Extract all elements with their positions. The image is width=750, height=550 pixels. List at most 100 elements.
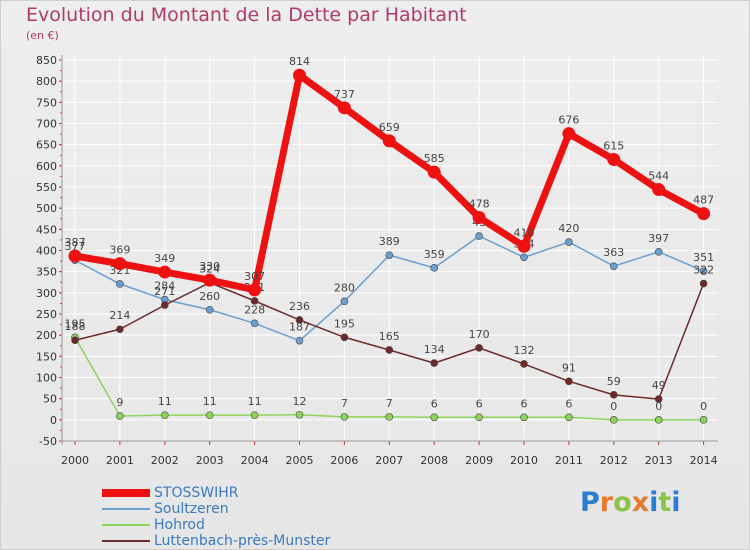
data-point xyxy=(607,152,621,166)
series-luttenbach-pr-s-munster: 1882142713242812361951651341701329159493… xyxy=(65,263,714,403)
data-label: 195 xyxy=(65,317,86,330)
data-point xyxy=(609,262,618,270)
legend-label-luttenbach: Luttenbach-près-Munster xyxy=(154,533,331,549)
data-label: 324 xyxy=(199,263,220,276)
y-tick-label: 700 xyxy=(36,118,57,131)
data-point xyxy=(295,410,304,419)
data-point xyxy=(699,267,708,276)
legend-swatch-stosswihr xyxy=(102,489,150,497)
data-point xyxy=(250,411,259,419)
proxiti-logo: Proxiti xyxy=(580,487,681,518)
x-tick-label: 2012 xyxy=(600,454,628,467)
data-point xyxy=(699,416,708,424)
data-point xyxy=(520,360,528,368)
y-tick-label: 500 xyxy=(36,202,57,215)
x-tick-label: 2008 xyxy=(420,454,448,467)
x-tick-label: 2005 xyxy=(286,454,314,467)
logo-letter: i xyxy=(649,487,659,518)
data-point xyxy=(475,232,483,240)
logo-letter: P xyxy=(580,487,600,518)
data-point xyxy=(517,239,531,253)
data-label: 351 xyxy=(693,251,714,264)
data-point xyxy=(116,325,124,334)
data-label: 11 xyxy=(203,395,217,408)
chart-title: Evolution du Montant de la Dette par Hab… xyxy=(26,4,467,26)
legend-label-stosswihr: STOSSWIHR xyxy=(154,485,239,501)
data-point xyxy=(385,346,394,354)
y-tick-label: 250 xyxy=(36,308,57,321)
data-point xyxy=(158,265,172,279)
y-tick-label: 850 xyxy=(36,54,57,67)
data-label: 170 xyxy=(469,328,490,341)
data-point xyxy=(475,413,483,422)
grid-lines xyxy=(62,55,718,442)
data-label: 236 xyxy=(289,300,310,313)
data-point xyxy=(427,165,441,179)
x-tick-label: 2004 xyxy=(241,454,269,467)
data-label: 214 xyxy=(109,309,130,322)
data-point xyxy=(699,279,708,288)
data-point xyxy=(337,101,351,115)
x-tick-label: 2009 xyxy=(465,454,493,467)
data-label: 676 xyxy=(558,114,579,127)
legend-swatch-soultzeren xyxy=(102,508,150,510)
data-label: 284 xyxy=(154,280,175,293)
data-point xyxy=(654,395,663,403)
x-tick-label: 2006 xyxy=(330,454,358,467)
data-label: 369 xyxy=(109,244,130,257)
data-point xyxy=(113,257,127,271)
x-tick-label: 2013 xyxy=(645,454,673,467)
logo-letter: i xyxy=(671,487,681,518)
y-tick-label: 100 xyxy=(36,372,57,385)
data-point xyxy=(562,127,576,141)
data-point xyxy=(385,413,394,421)
x-tick-label: 2003 xyxy=(196,454,224,467)
data-point xyxy=(71,336,79,345)
data-point xyxy=(248,283,262,297)
y-tick-label: 300 xyxy=(36,287,57,300)
data-label: 6 xyxy=(521,397,528,410)
data-label: 389 xyxy=(379,235,400,248)
data-label: 165 xyxy=(379,330,400,343)
legend-label-soultzeren: Soultzeren xyxy=(154,501,229,517)
y-tick-label: -50 xyxy=(39,435,57,448)
data-label: 330 xyxy=(199,260,220,273)
x-tick-label: 2000 xyxy=(61,454,89,467)
data-label: 0 xyxy=(655,400,662,413)
data-label: 359 xyxy=(424,248,445,261)
data-point xyxy=(116,412,124,420)
data-label: 615 xyxy=(603,139,624,152)
data-label: 228 xyxy=(244,303,265,316)
data-label: 659 xyxy=(379,121,400,134)
data-label: 11 xyxy=(248,395,262,408)
data-point xyxy=(340,297,349,306)
data-label: 0 xyxy=(610,400,617,413)
data-label: 478 xyxy=(469,197,490,210)
data-label: 7 xyxy=(341,397,348,410)
data-label: 271 xyxy=(154,285,175,298)
data-label: 585 xyxy=(424,152,445,165)
data-label: 187 xyxy=(289,321,310,334)
data-label: 0 xyxy=(700,400,707,413)
data-label: 49 xyxy=(652,379,666,392)
data-point xyxy=(565,238,573,246)
data-point xyxy=(472,210,486,224)
y-tick-label: 150 xyxy=(36,350,57,363)
data-label: 6 xyxy=(476,397,483,410)
data-point xyxy=(250,297,259,305)
data-label: 132 xyxy=(514,344,535,357)
x-tick-label: 2011 xyxy=(555,454,583,467)
data-label: 260 xyxy=(199,290,220,303)
data-point xyxy=(654,247,663,256)
y-tick-label: 0 xyxy=(50,414,57,427)
data-point xyxy=(609,391,618,399)
data-label: 134 xyxy=(424,343,445,356)
x-tick-label: 2002 xyxy=(151,454,179,467)
data-point xyxy=(654,416,663,424)
series-stosswihr: 387 369 349 330 307 814 737 659 585 478 410 676 615 5… xyxy=(65,55,714,297)
data-point xyxy=(475,344,483,352)
data-label: 6 xyxy=(431,397,438,410)
data-label: 410 xyxy=(514,226,535,239)
data-label: 349 xyxy=(154,252,175,265)
